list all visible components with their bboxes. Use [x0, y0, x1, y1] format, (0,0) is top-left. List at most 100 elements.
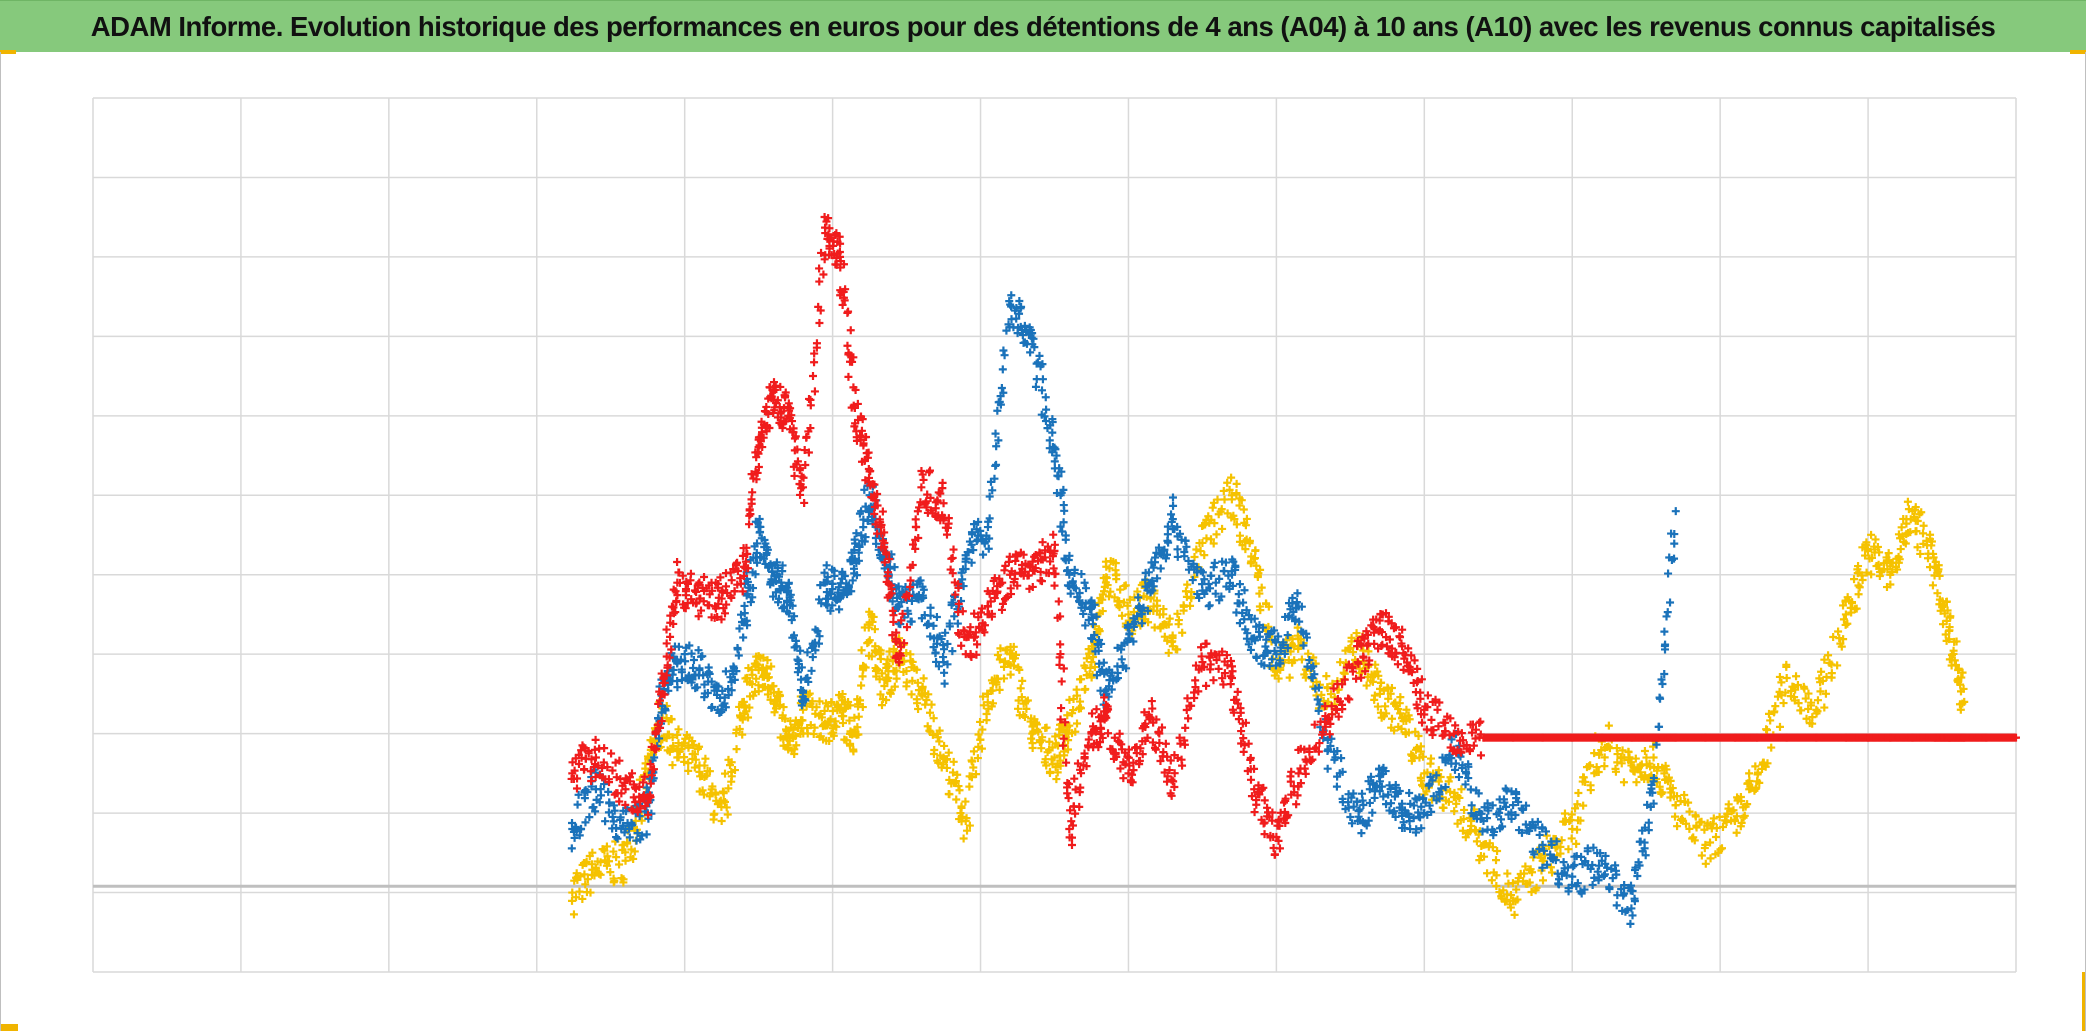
series-3-point — [1252, 800, 1261, 809]
series-2-point — [1568, 872, 1577, 881]
series-1-point — [912, 665, 921, 674]
series-1-point — [1684, 798, 1693, 807]
series-2-point — [1628, 911, 1637, 920]
series-1-point — [926, 708, 935, 717]
series-1-point — [1685, 824, 1694, 833]
series-1-point — [569, 910, 578, 919]
series-1-point — [1111, 571, 1120, 580]
series-3-point — [1092, 705, 1101, 714]
series-1-point — [902, 678, 911, 687]
series-2-point — [1588, 880, 1597, 889]
series-1-point — [1237, 496, 1246, 505]
series-1-point — [1765, 709, 1773, 718]
series-1-point — [583, 875, 592, 884]
series-1-point — [623, 838, 632, 847]
series-3-point — [1057, 704, 1066, 713]
series-1-point — [1903, 497, 1912, 506]
series-1-point — [1579, 773, 1588, 782]
series-1-point — [1886, 580, 1895, 589]
series-3-point — [889, 611, 898, 620]
series-2-point — [1664, 569, 1673, 578]
series-3-point — [579, 765, 588, 774]
series-2-point — [1612, 901, 1621, 910]
series-1-point — [1808, 719, 1817, 728]
series-1-point — [1711, 832, 1720, 841]
series-3-point — [1433, 705, 1442, 714]
series-1-point — [1373, 702, 1382, 711]
series-2-point — [1293, 589, 1302, 598]
series-1-point — [1862, 568, 1871, 577]
series-1-point — [1935, 571, 1944, 580]
series-2-point — [1060, 506, 1069, 515]
series-2-point — [1655, 722, 1664, 731]
series-1-point — [1071, 727, 1080, 736]
series-1-point — [1789, 683, 1798, 692]
series-1-point — [1285, 673, 1294, 682]
series-1-point — [1152, 596, 1161, 605]
series-1-point — [1777, 678, 1786, 687]
series-1-point — [1159, 610, 1168, 619]
series-1-point — [1225, 485, 1234, 494]
series-1-point — [1631, 754, 1640, 763]
series-1-point — [581, 880, 590, 889]
series-1-point — [668, 761, 677, 770]
series-1-point — [914, 705, 923, 714]
series-1-point — [767, 662, 776, 671]
series-1-point — [1394, 705, 1403, 714]
series-1-point — [1667, 788, 1676, 797]
series-1-point — [1390, 726, 1399, 735]
series-1-point — [858, 672, 867, 681]
series-1-point — [1743, 800, 1752, 809]
series-1-point — [1396, 709, 1405, 718]
series-1-point — [934, 758, 943, 767]
series-3-point — [1147, 697, 1156, 706]
series-1-point — [1192, 545, 1201, 554]
series-3-point — [1191, 676, 1200, 685]
series-3-point — [1104, 729, 1113, 738]
series-1-point — [1642, 753, 1651, 762]
series-1-point — [1852, 604, 1861, 613]
series-3-point — [1396, 633, 1405, 642]
series-1-point — [680, 757, 689, 766]
series-1-point — [1241, 545, 1250, 554]
series-1-point — [1539, 876, 1547, 885]
series-1-point — [711, 788, 720, 797]
series-1-point — [1793, 680, 1802, 689]
series-1-point — [890, 682, 899, 691]
series-1-point — [929, 714, 938, 723]
series-1-point — [949, 757, 958, 766]
series-1-point — [1916, 549, 1925, 558]
corner-marker-top-left — [0, 50, 16, 54]
series-1-point — [1868, 553, 1876, 562]
series-1-point — [945, 775, 954, 784]
series-1-point — [1891, 563, 1900, 572]
series-2-point — [1169, 501, 1178, 510]
series-2-point — [1358, 789, 1367, 798]
series-1-point — [1037, 736, 1046, 745]
series-1-point — [1434, 766, 1443, 775]
series-2-point — [932, 612, 941, 621]
series-1-point — [1547, 868, 1556, 877]
series-1-point — [1640, 746, 1649, 755]
series-1-point — [1242, 514, 1251, 523]
series-1-point — [1600, 753, 1609, 762]
series-2-point — [835, 605, 844, 614]
series-1-point — [1775, 722, 1784, 731]
series-1-point — [1919, 521, 1928, 530]
series-1-point — [1257, 583, 1266, 592]
series-1-point — [1087, 673, 1096, 682]
series-1-point — [913, 678, 922, 687]
series-1-point — [1929, 553, 1938, 562]
series-1-point — [1740, 811, 1749, 820]
series-1-point — [684, 766, 693, 775]
series-1-point — [1178, 628, 1187, 637]
series-1-point — [1779, 699, 1788, 708]
series-2-point — [1099, 658, 1108, 667]
series-1-point — [845, 716, 854, 725]
series-1-point — [948, 768, 957, 777]
series-1-markers — [568, 473, 1969, 919]
series-2-point — [1113, 669, 1122, 678]
series-3-point — [1075, 802, 1084, 811]
series-1-point — [1671, 812, 1680, 821]
series-3-point — [796, 490, 805, 499]
